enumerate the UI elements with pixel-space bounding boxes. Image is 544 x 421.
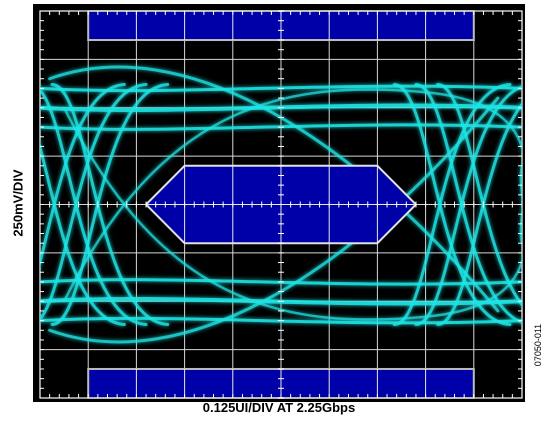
trace-transition-fall <box>40 141 126 326</box>
trace-group <box>40 65 522 344</box>
trace-arc <box>62 88 522 303</box>
trace-transition-fall <box>414 83 522 324</box>
trace-transition-fall <box>392 83 512 326</box>
trace-transition-fall <box>50 83 170 326</box>
figure-code: 07050-011 <box>533 323 543 367</box>
y-axis-label: 250mV/DIV <box>10 169 26 237</box>
trace-arc <box>48 65 500 313</box>
trace-arc <box>62 106 522 321</box>
x-axis-label: 0.125UI/DIV AT 2.25Gbps <box>202 400 356 415</box>
ticks <box>39 10 523 399</box>
trace-transition-fall <box>40 88 148 326</box>
trace-arc <box>48 96 500 344</box>
